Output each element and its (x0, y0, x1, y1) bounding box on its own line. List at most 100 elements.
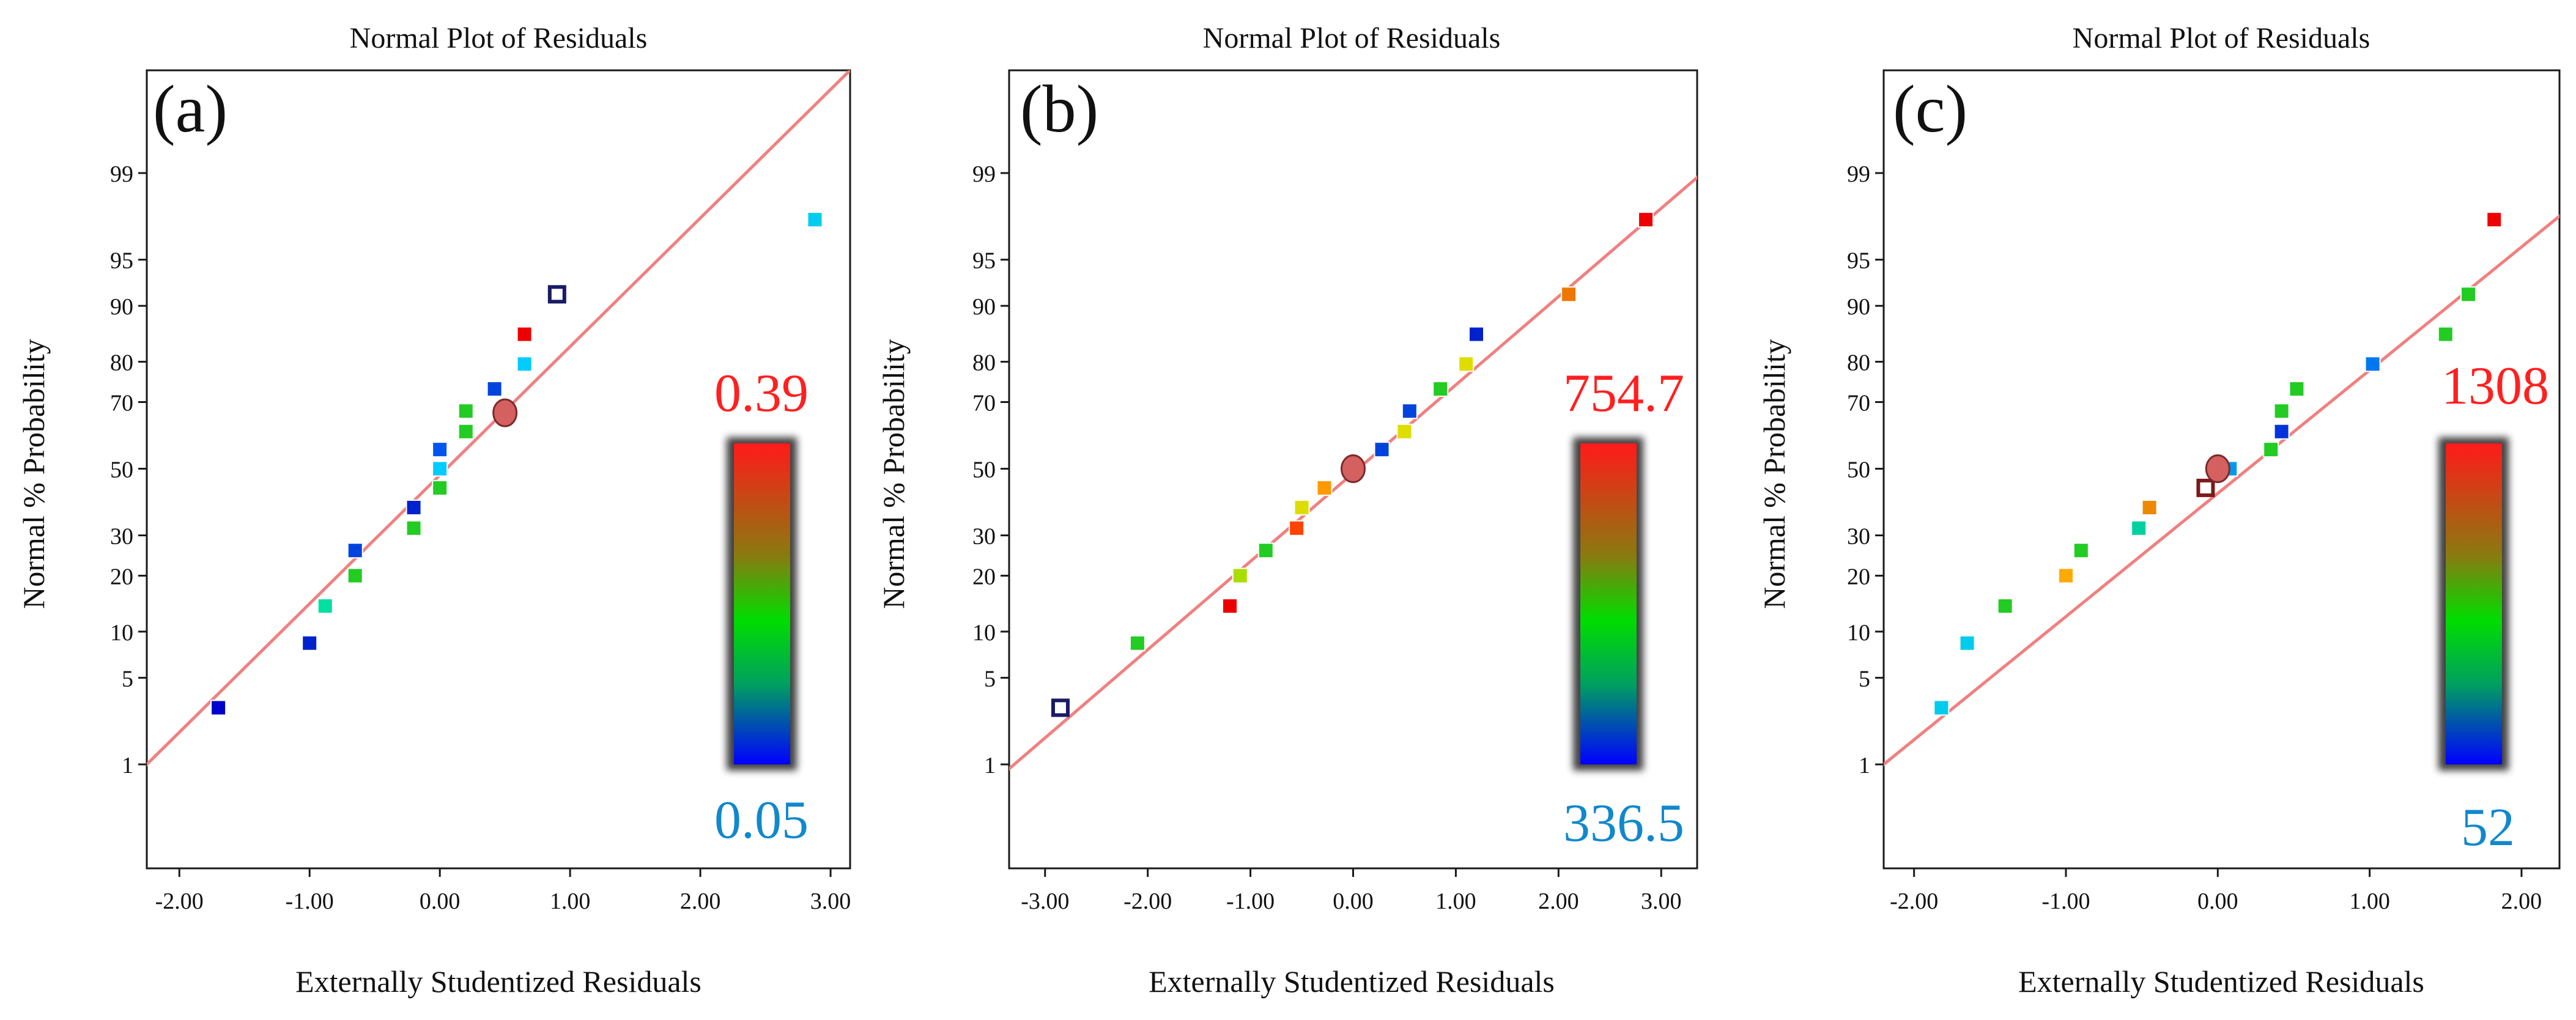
color-scale-bar (734, 443, 790, 764)
chart-title: Normal Plot of Residuals (350, 22, 648, 54)
residual-point (405, 499, 422, 516)
panel-c: Normal Plot of Residuals (c) 1 5 10 20 30 50 7… (1757, 22, 2561, 999)
x-tick-label: -1.00 (2041, 889, 2090, 914)
x-tick-label: -1.00 (286, 889, 334, 914)
residual-point (2289, 380, 2305, 397)
residual-point (2196, 478, 2215, 497)
residual-point (405, 520, 422, 536)
y-axis: 1 5 10 20 30 50 70 80 90 95 99 (972, 161, 1009, 778)
x-tick-label: 0.00 (2197, 889, 2238, 914)
y-tick-label: 10 (110, 620, 133, 646)
y-tick-label: 90 (972, 294, 996, 320)
residual-point (2273, 423, 2290, 440)
residual-point (1316, 479, 1333, 496)
residual-point (457, 423, 474, 440)
x-tick-label: 0.00 (1333, 889, 1374, 914)
y-tick-label: 80 (1847, 350, 1870, 376)
residual-point (2131, 520, 2147, 536)
residual-point (1997, 598, 2013, 615)
residual-point (432, 479, 448, 496)
residual-point (302, 635, 318, 651)
x-axis-label: Externally Studentized Residuals (2018, 964, 2424, 999)
panel-label: (c) (1893, 72, 1967, 146)
x-tick-label: 1.00 (550, 889, 591, 914)
color-scale-max-label: 1308 (2441, 357, 2549, 416)
color-scale-bar (2446, 443, 2502, 764)
x-tick-label: 1.00 (1435, 889, 1476, 914)
residual-point (1374, 442, 1390, 458)
y-axis-label: Normal % Probability (1757, 339, 1791, 609)
y-tick-label: 1 (984, 753, 996, 778)
residual-point (432, 442, 448, 458)
y-tick-label: 10 (1847, 620, 1870, 646)
y-tick-label: 50 (972, 457, 996, 483)
x-tick-label: 0.00 (420, 889, 461, 914)
residual-point (1432, 380, 1449, 397)
residual-point (1561, 286, 1577, 303)
color-scale-max-label: 754.7 (1563, 364, 1684, 423)
y-tick-label: 80 (110, 350, 133, 376)
x-tick-label: -2.00 (1890, 889, 1938, 914)
y-axis: 1 5 10 20 30 50 70 80 90 95 99 (1847, 161, 1884, 778)
y-tick-label: 30 (972, 523, 996, 549)
y-tick-label: 50 (110, 457, 133, 483)
y-axis-label: Normal % Probability (17, 339, 51, 609)
y-tick-label: 5 (984, 666, 996, 692)
x-tick-label: -2.00 (155, 889, 204, 914)
residual-point (317, 598, 333, 615)
fit-line (1884, 214, 2559, 767)
residual-point (2460, 286, 2477, 303)
y-tick-label: 99 (972, 161, 996, 187)
residual-point (1933, 700, 1950, 716)
y-tick-label: 5 (122, 666, 133, 692)
x-tick-label: 2.00 (680, 889, 721, 914)
residual-point (1289, 520, 1305, 536)
residual-point (516, 326, 533, 342)
panel-label: (a) (153, 72, 228, 146)
panel-label: (b) (1020, 72, 1098, 146)
y-tick-label: 30 (110, 523, 133, 549)
residual-point (432, 460, 448, 477)
x-tick-label: -2.00 (1123, 889, 1172, 914)
residual-point (807, 212, 823, 228)
design-point (1341, 454, 1366, 483)
y-tick-label: 95 (110, 248, 133, 274)
y-tick-label: 1 (122, 753, 133, 778)
x-tick-label: 2.00 (1538, 889, 1579, 914)
residual-point (2073, 542, 2089, 559)
y-axis-label: Normal % Probability (876, 339, 911, 609)
residual-point (486, 380, 503, 397)
y-tick-label: 30 (1847, 523, 1870, 549)
x-axis: -2.00 -1.00 0.00 1.00 2.00 (1890, 868, 2542, 914)
y-tick-label: 80 (972, 350, 996, 376)
residual-point (1257, 542, 1274, 559)
y-tick-label: 20 (972, 564, 996, 589)
y-tick-label: 1 (1859, 753, 1870, 778)
x-tick-label: 3.00 (1641, 889, 1682, 914)
x-tick-label: 1.00 (2349, 889, 2390, 914)
residual-point (547, 285, 566, 304)
y-tick-label: 99 (1847, 161, 1870, 187)
y-tick-label: 99 (110, 161, 133, 187)
y-tick-label: 10 (972, 620, 996, 646)
residual-point (2057, 567, 2074, 584)
y-tick-label: 90 (1847, 294, 1870, 320)
residual-point (347, 542, 363, 559)
residual-point (1051, 698, 1070, 717)
y-tick-label: 5 (1859, 666, 1870, 692)
residual-point (1468, 326, 1484, 342)
residual-point (1396, 423, 1413, 440)
points (210, 212, 823, 716)
y-axis: 1 5 10 20 30 50 70 80 90 95 99 (110, 161, 147, 778)
y-tick-label: 70 (1847, 391, 1870, 416)
residual-point (2364, 356, 2381, 372)
y-tick-label: 20 (1847, 564, 1870, 589)
color-scale-min-label: 336.5 (1563, 794, 1684, 853)
color-scale-max-label: 0.39 (714, 364, 809, 423)
residual-point (516, 356, 533, 372)
y-tick-label: 70 (972, 391, 996, 416)
y-tick-label: 90 (110, 294, 133, 320)
x-axis: -3.00 -2.00 -1.00 0.00 1.00 2.00 3.00 (1021, 868, 1681, 914)
y-tick-label: 50 (1847, 457, 1870, 483)
